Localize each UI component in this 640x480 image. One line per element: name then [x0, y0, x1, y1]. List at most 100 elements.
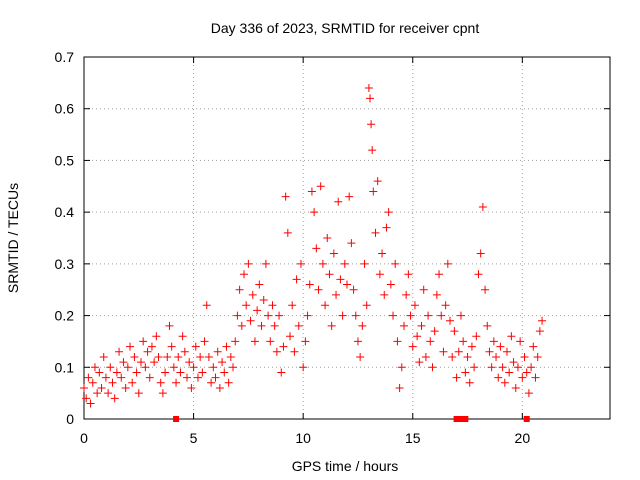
data-point [112, 368, 121, 377]
data-point [487, 363, 496, 372]
data-point [244, 259, 253, 268]
data-point [288, 301, 297, 310]
data-point [296, 259, 305, 268]
data-point [215, 383, 224, 392]
data-point [395, 383, 404, 392]
data-point [299, 363, 308, 372]
data-point [117, 373, 126, 382]
y-tick-label: 0.6 [55, 101, 75, 117]
data-point [516, 337, 525, 346]
zero-marker [453, 416, 460, 422]
data-point [399, 321, 408, 330]
data-point [277, 368, 286, 377]
data-point [465, 378, 474, 387]
data-point [373, 177, 382, 186]
data-point [80, 383, 88, 392]
data-point [213, 347, 222, 356]
data-point [402, 290, 411, 299]
axis-ticks: 0 0.1 0.2 0.3 0.4 0.5 0.6 0.7 0 5 10 15 20 [55, 49, 610, 446]
data-point [397, 363, 406, 372]
data-point [303, 311, 312, 320]
data-point [183, 373, 192, 382]
data-point [178, 332, 187, 341]
data-point [421, 352, 430, 361]
data-point [505, 368, 514, 377]
data-point [88, 378, 97, 387]
data-point [134, 389, 143, 398]
data-point [531, 373, 540, 382]
data-point [279, 342, 288, 351]
data-point [115, 347, 124, 356]
data-point [174, 352, 183, 361]
data-point [386, 280, 395, 289]
data-point [222, 342, 231, 351]
data-point [456, 311, 465, 320]
data-point [82, 394, 91, 403]
y-tick-label: 0.3 [55, 256, 75, 272]
data-point [123, 363, 132, 372]
data-point [93, 389, 102, 398]
data-point [307, 187, 316, 196]
data-point [268, 301, 277, 310]
data-point [253, 306, 262, 315]
data-point [156, 378, 165, 387]
data-point [275, 311, 284, 320]
y-tick-label: 0.4 [55, 204, 75, 220]
chart-title: Day 336 of 2023, SRMTID for receiver cpn… [211, 20, 480, 36]
data-point [391, 259, 400, 268]
data-point [130, 352, 139, 361]
y-axis-label: SRMTID / TECUs [5, 183, 21, 293]
data-point [294, 321, 303, 330]
zero-marker [173, 416, 180, 422]
data-point [204, 352, 213, 361]
data-point [272, 347, 281, 356]
data-point [261, 259, 270, 268]
data-point [463, 352, 472, 361]
data-point [492, 352, 501, 361]
data-point [467, 342, 476, 351]
data-point [360, 259, 369, 268]
data-point [237, 321, 246, 330]
data-point [443, 259, 452, 268]
data-point [255, 280, 264, 289]
data-point [97, 383, 106, 392]
data-point [198, 368, 207, 377]
data-point [110, 394, 119, 403]
data-point [165, 321, 174, 330]
data-point [485, 347, 494, 356]
data-point [86, 399, 95, 408]
data-point [104, 389, 113, 398]
data-point [121, 383, 130, 392]
data-point [270, 321, 279, 330]
data-point [500, 378, 509, 387]
data-point [476, 249, 485, 258]
data-point [496, 342, 505, 351]
data-point [511, 383, 520, 392]
data-point [538, 316, 547, 325]
data-point [415, 358, 424, 367]
x-tick-label: 0 [80, 430, 88, 446]
data-point [283, 228, 292, 237]
data-point [426, 337, 435, 346]
data-point [419, 285, 428, 294]
data-point [349, 285, 358, 294]
data-point [301, 337, 310, 346]
data-point [220, 368, 229, 377]
data-point [378, 249, 387, 258]
data-point [369, 187, 378, 196]
data-point [167, 342, 176, 351]
data-point [126, 342, 135, 351]
data-point [478, 202, 487, 211]
data-point [518, 373, 527, 382]
data-point [139, 337, 148, 346]
data-point [176, 368, 185, 377]
plot-frame [83, 56, 611, 420]
data-point [340, 259, 349, 268]
data-point [305, 280, 314, 289]
data-point [393, 337, 402, 346]
zero-marker [457, 416, 464, 422]
data-point [266, 337, 275, 346]
data-point [196, 352, 205, 361]
data-point [128, 378, 137, 387]
